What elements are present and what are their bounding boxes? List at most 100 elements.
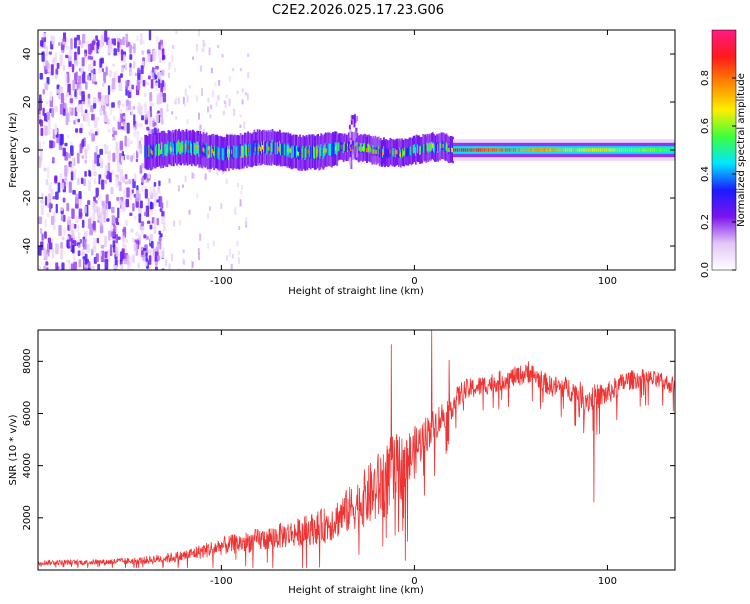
spectrogram-cell (444, 143, 447, 152)
spectrogram-cell (84, 148, 88, 159)
spectrogram-cell (576, 148, 578, 152)
spectrogram-cell (276, 142, 279, 155)
spectrogram-cell (407, 148, 410, 157)
spectrogram-cell (59, 173, 63, 177)
spectrogram-cell (225, 178, 228, 184)
y-tick-label: 0 (22, 147, 33, 153)
spectrogram-cell (359, 143, 362, 152)
spectrogram-cell (232, 68, 235, 72)
spectrogram-cell (489, 148, 492, 152)
spectrogram-cell (421, 145, 424, 155)
spectrogram-cell (147, 249, 152, 254)
spectrogram-cell (147, 75, 151, 80)
spectrogram-cell (117, 162, 121, 170)
spectrogram-cell (221, 54, 224, 58)
spectrogram-cell (67, 153, 71, 159)
spectrogram-cell (599, 148, 602, 152)
spectrogram-cell (150, 240, 154, 249)
spectrogram-cell (117, 236, 121, 240)
spectrogram-cell (95, 187, 99, 198)
spectrogram-panel: -100 0 100 -40 -20 0 20 40 Height of straight l… (8, 29, 676, 297)
spectrogram-cell (574, 148, 577, 152)
spectrogram-cell (240, 146, 243, 158)
spectrogram-cell (145, 252, 148, 262)
spectrogram-cell (518, 148, 521, 152)
colorbar-tick-label: 0.2 (700, 214, 711, 230)
spectrogram-cell (528, 148, 530, 152)
spectrogram-cell (235, 146, 238, 159)
spectrogram-cell (64, 142, 68, 147)
spectrogram-cell (67, 216, 72, 225)
spectrogram-cell (148, 144, 151, 157)
spectrogram-cell (129, 44, 132, 54)
spectrogram-cell (127, 90, 132, 99)
spectrogram-cell (125, 33, 129, 44)
spectrogram-cell (309, 146, 312, 159)
spectrogram-cell (143, 92, 147, 98)
spectrogram-cell (468, 148, 470, 152)
spectrogram-cell (207, 106, 210, 113)
spectrogram-cell (292, 145, 295, 158)
spectrogram-cell (429, 143, 432, 152)
spectrogram-cell (534, 148, 536, 152)
spectrogram-cell (611, 148, 613, 152)
spectrogram-cell (536, 148, 538, 152)
spectrogram-cell (435, 144, 437, 153)
spectrogram-cell (655, 148, 658, 152)
spectrogram-cell (196, 43, 199, 52)
spectrogram-cell (172, 44, 175, 49)
spectrogram-cell (78, 191, 82, 200)
spectrogram-cell (427, 144, 430, 154)
spectrogram-cell (424, 143, 427, 152)
spectrogram-cell (178, 139, 180, 152)
spectrogram-cell (236, 145, 239, 158)
spectrogram-cell (406, 147, 409, 157)
spectrogram-cell (300, 148, 303, 160)
spectrogram-cell (50, 64, 54, 76)
spectrogram-cell (39, 227, 43, 235)
spectrogram-cell (423, 144, 426, 153)
spectrogram-cell (193, 141, 195, 154)
spectrogram-cell (246, 145, 248, 158)
spectrogram-cell (82, 71, 86, 84)
y-tick-label: 8000 (22, 349, 33, 374)
spectrogram-cell (52, 196, 56, 200)
spectrogram-cell (332, 142, 334, 155)
spectrogram-cell (200, 144, 203, 157)
spectrogram-cell (354, 146, 357, 154)
spectrogram-cell (100, 34, 104, 46)
spectrogram-cell (251, 144, 254, 157)
spectrogram-cell (188, 85, 191, 89)
spectrogram-cell (414, 147, 417, 156)
spectrogram-cell (57, 42, 61, 47)
spectrogram-cell (38, 157, 42, 163)
spectrogram-cell (209, 146, 212, 159)
y-tick-label: -40 (22, 238, 33, 254)
spectrogram-cell (507, 148, 509, 152)
spectrogram-cell (487, 148, 490, 152)
spectrogram-cell (350, 160, 353, 169)
spectrogram-cell (92, 237, 97, 246)
spectrogram-cell (92, 211, 95, 218)
spectrogram-cell (288, 145, 291, 158)
spectrogram-cell (132, 237, 135, 243)
spectrogram-cell (588, 148, 590, 152)
spectrogram-cell (94, 81, 98, 85)
x-tick-label: -100 (210, 576, 233, 587)
spectrogram-cell (46, 111, 51, 120)
spectrogram-cell (154, 74, 158, 80)
spectrogram-cell (256, 140, 259, 153)
spectrogram-cell (162, 92, 167, 103)
spectrogram-cell (126, 122, 130, 134)
spectrogram-cell (77, 244, 81, 248)
spectrogram-cell (95, 253, 99, 263)
spectrogram-cell (570, 148, 573, 152)
spectrogram-cell (64, 165, 68, 177)
spectrogram-cell (425, 145, 428, 154)
spectrogram-cell (74, 88, 77, 98)
spectrogram-cell (163, 225, 167, 232)
spectrogram-cell (42, 141, 45, 145)
spectrogram-cell (163, 142, 166, 155)
spectrogram-cell (184, 175, 187, 182)
spectrogram-cell (174, 140, 177, 153)
